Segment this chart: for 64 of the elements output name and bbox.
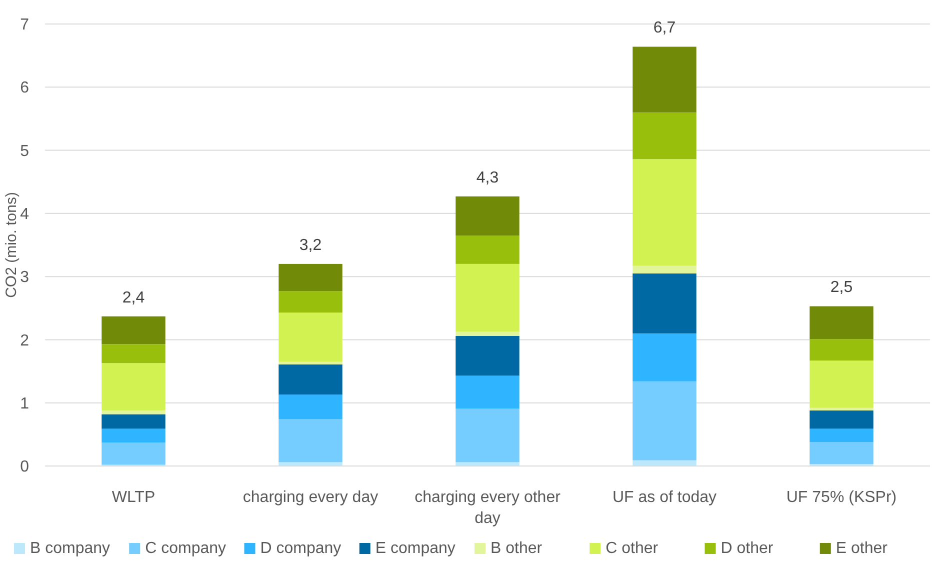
bar <box>456 196 520 236</box>
legend-label: E company <box>375 540 456 557</box>
bar <box>102 410 166 414</box>
legend-label: D other <box>720 540 774 557</box>
bar <box>102 414 166 429</box>
y-tick-label: 5 <box>20 142 30 160</box>
bar <box>278 419 342 462</box>
total-label: 2,4 <box>122 289 145 306</box>
bar <box>456 264 520 332</box>
bar <box>810 442 874 464</box>
bar <box>102 344 166 364</box>
bar <box>632 112 696 160</box>
y-tick-label: 1 <box>20 395 30 412</box>
total-label: 2,5 <box>830 279 853 296</box>
bar <box>810 339 874 361</box>
y-tick-label: 7 <box>20 16 30 34</box>
legend-label: C company <box>145 540 226 557</box>
y-axis-title: CO2 (mio. tons) <box>3 192 20 298</box>
legend-label: B other <box>490 540 543 557</box>
bar <box>456 408 520 462</box>
bar <box>102 442 166 465</box>
bar <box>278 364 342 395</box>
bar <box>278 362 342 364</box>
bar <box>632 381 696 460</box>
bar <box>632 159 696 266</box>
y-tick-label: 3 <box>20 269 30 286</box>
y-tick-label: 6 <box>20 80 30 97</box>
bar <box>278 394 342 420</box>
bar <box>456 236 520 264</box>
x-tick-label: WLTP <box>112 489 156 506</box>
bar <box>810 360 874 408</box>
bar <box>278 264 342 292</box>
y-tick-label: 0 <box>20 458 30 476</box>
bar <box>456 462 520 466</box>
legend-label: B company <box>30 540 110 557</box>
x-tick-label: charging every day <box>242 489 378 506</box>
bar <box>102 428 166 443</box>
bar <box>278 312 342 362</box>
x-tick-label: UF 75% (KSPr) <box>786 489 897 506</box>
total-label: 6,7 <box>653 20 676 37</box>
bar <box>632 273 696 334</box>
bar <box>456 332 520 336</box>
legend-label: E other <box>836 540 888 557</box>
bar <box>810 428 874 442</box>
bar <box>102 316 166 344</box>
bar <box>278 462 342 466</box>
bar <box>632 333 696 382</box>
x-tick-label: UF as of today <box>612 489 717 506</box>
y-tick-label: 4 <box>20 206 30 224</box>
bar <box>632 266 696 274</box>
bar <box>810 408 874 410</box>
legend-label: D company <box>260 540 342 557</box>
bar <box>810 306 874 340</box>
y-tick-label: 2 <box>20 332 30 350</box>
bar <box>632 46 696 112</box>
legend-label: C other <box>606 540 659 557</box>
x-tick-label: charging every other day <box>414 489 562 527</box>
total-label: 4,3 <box>476 169 499 186</box>
bar <box>456 336 520 376</box>
bar <box>102 363 166 410</box>
bar <box>278 291 342 313</box>
bar <box>810 410 874 429</box>
bar <box>456 376 520 409</box>
total-label: 3,2 <box>299 236 322 254</box>
